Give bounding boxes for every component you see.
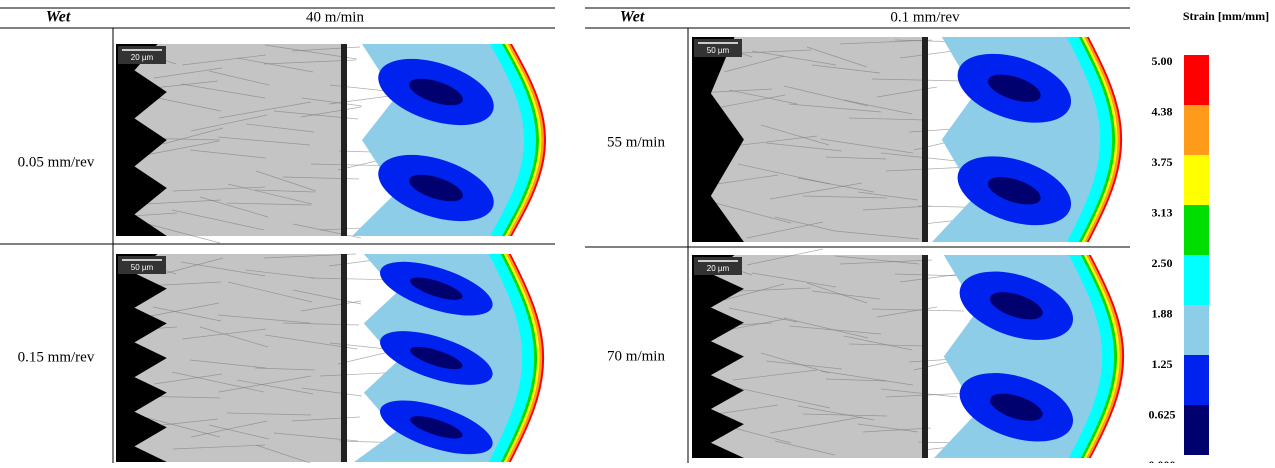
micrograph: 50 µm (116, 254, 407, 463)
scale-label: 20 µm (707, 264, 730, 273)
scale-label: 50 µm (131, 263, 154, 272)
legend-label: 1.88 (1152, 306, 1173, 320)
legend-title: Strain [mm/mm] (1183, 9, 1269, 23)
edge (922, 255, 928, 458)
row-label: 55 m/min (607, 134, 665, 150)
row-label: 0.05 mm/rev (18, 154, 95, 170)
header-value: 0.1 mm/rev (890, 9, 960, 25)
color-band (1184, 55, 1209, 105)
edge (922, 37, 928, 242)
scale-label: 20 µm (131, 53, 154, 62)
strain-contour (352, 44, 546, 236)
header-value: 40 m/min (306, 9, 364, 25)
color-band (1184, 355, 1209, 405)
legend-label: 2.50 (1152, 256, 1173, 270)
legend-label: 0.625 (1149, 407, 1176, 421)
edge (341, 254, 347, 462)
row-label: 70 m/min (607, 348, 665, 364)
strain-contour (934, 255, 1124, 458)
legend-label: 5.00 (1152, 54, 1173, 68)
legend-label: 3.75 (1152, 155, 1173, 169)
color-band (1184, 255, 1209, 305)
legend-label: 0.000 (1149, 458, 1176, 463)
color-band (1184, 205, 1209, 255)
color-band (1184, 305, 1209, 355)
color-band (1184, 155, 1209, 205)
color-band (1184, 405, 1209, 455)
edge (341, 44, 347, 236)
legend-label: 4.38 (1152, 104, 1173, 118)
tool-region (116, 254, 167, 462)
strain-contour (354, 251, 544, 463)
header-condition: Wet (620, 9, 645, 26)
tool-region (692, 255, 744, 458)
figure: Wet 40 m/min 0.05 mm/rev 0.15 mm/rev Wet… (0, 0, 1275, 463)
header-condition: Wet (46, 9, 71, 26)
row-label: 0.15 mm/rev (18, 349, 95, 365)
scale-label: 50 µm (707, 46, 730, 55)
color-band (1184, 105, 1209, 155)
strain-contour (932, 37, 1122, 242)
colorbar (1184, 55, 1209, 455)
legend-label: 1.25 (1152, 357, 1173, 371)
legend-label: 3.13 (1152, 205, 1173, 219)
micrograph: 20 µm (116, 44, 407, 243)
